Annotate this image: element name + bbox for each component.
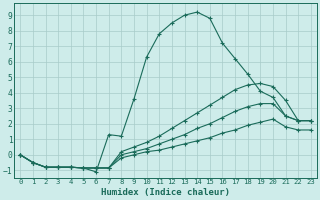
X-axis label: Humidex (Indice chaleur): Humidex (Indice chaleur) [101, 188, 230, 197]
